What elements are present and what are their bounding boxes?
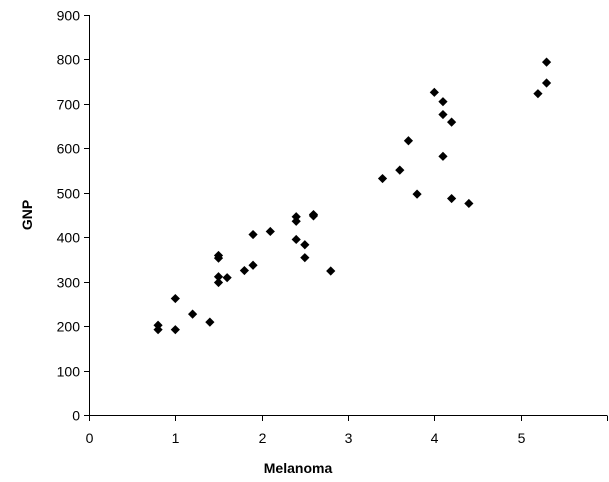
y-tick-label: 400 xyxy=(57,230,81,246)
data-point xyxy=(447,193,457,204)
y-axis-title: GNP xyxy=(19,200,35,230)
data-point xyxy=(239,265,249,276)
data-point xyxy=(291,234,301,245)
x-tick-label: 0 xyxy=(86,430,94,446)
data-point xyxy=(248,229,258,240)
data-point xyxy=(213,253,224,263)
data-point xyxy=(438,151,448,161)
data-point xyxy=(326,266,336,276)
data-point xyxy=(205,317,215,327)
data-point xyxy=(213,272,224,282)
data-point xyxy=(464,198,474,209)
data-point xyxy=(438,109,448,120)
y-tick-label: 100 xyxy=(57,364,81,380)
y-tick-label: 0 xyxy=(72,408,80,424)
data-point xyxy=(395,165,405,175)
y-tick-label: 300 xyxy=(57,275,81,291)
data-point xyxy=(300,240,310,250)
data-point xyxy=(265,226,275,237)
x-tick-label: 5 xyxy=(518,430,526,446)
y-tick-label: 200 xyxy=(57,319,81,335)
y-tick-label: 900 xyxy=(57,8,81,24)
data-point xyxy=(213,277,224,288)
data-point xyxy=(153,325,163,335)
y-tick-label: 500 xyxy=(57,186,81,202)
data-point xyxy=(188,309,198,319)
data-point xyxy=(403,136,414,146)
data-point xyxy=(438,97,448,107)
data-point xyxy=(170,293,180,304)
data-point xyxy=(291,216,301,226)
data-point xyxy=(377,173,388,184)
data-point xyxy=(429,87,439,97)
ticks: 0 100 200 300 400 500 600 700 800 900 0 1 2 3 4 5 xyxy=(57,8,608,446)
data-point xyxy=(533,89,543,99)
data-point xyxy=(300,253,310,263)
x-tick-label: 3 xyxy=(345,430,353,446)
data-point xyxy=(412,189,422,199)
x-tick-label: 1 xyxy=(172,430,180,446)
x-tick-label: 4 xyxy=(431,430,439,446)
x-tick-label: 2 xyxy=(259,430,267,446)
data-point xyxy=(222,273,232,283)
data-point xyxy=(170,325,180,335)
y-tick-label: 800 xyxy=(57,52,81,68)
data-points xyxy=(153,57,552,335)
y-tick-label: 600 xyxy=(57,141,81,157)
x-axis-title: Melanoma xyxy=(264,460,333,476)
data-point xyxy=(308,211,319,221)
y-tick-label: 700 xyxy=(57,97,81,113)
data-point xyxy=(447,117,457,127)
data-point xyxy=(541,78,552,88)
data-point xyxy=(248,260,258,270)
axes xyxy=(89,15,607,416)
data-point xyxy=(541,57,552,67)
